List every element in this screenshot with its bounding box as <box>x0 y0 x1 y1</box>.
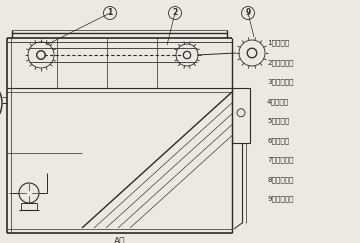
Bar <box>232 88 250 143</box>
Circle shape <box>19 183 39 203</box>
Circle shape <box>239 40 265 66</box>
Circle shape <box>28 42 54 68</box>
Text: 9: 9 <box>246 9 251 17</box>
Text: 1: 1 <box>107 9 113 17</box>
Text: 3、检修爬梯: 3、检修爬梯 <box>267 79 293 85</box>
Circle shape <box>176 44 198 66</box>
Text: 1、刷渣板: 1、刷渣板 <box>267 40 289 46</box>
Text: 2: 2 <box>172 9 177 17</box>
Bar <box>244 44 260 62</box>
Text: 9、驱动电机: 9、驱动电机 <box>267 196 293 202</box>
Text: A向: A向 <box>114 236 125 243</box>
Text: 2、刷渣链条: 2、刷渣链条 <box>267 59 293 66</box>
Text: 7、控制系统: 7、控制系统 <box>267 157 293 163</box>
Circle shape <box>242 7 255 19</box>
Text: 5、溶气罐: 5、溶气罐 <box>267 118 289 124</box>
Circle shape <box>168 7 181 19</box>
Circle shape <box>104 7 117 19</box>
Circle shape <box>0 76 2 130</box>
Text: 4、刷渣板: 4、刷渣板 <box>267 98 289 105</box>
Text: 8、链条支座: 8、链条支座 <box>267 176 293 183</box>
Text: 6、溶气泵: 6、溶气泵 <box>267 137 289 144</box>
